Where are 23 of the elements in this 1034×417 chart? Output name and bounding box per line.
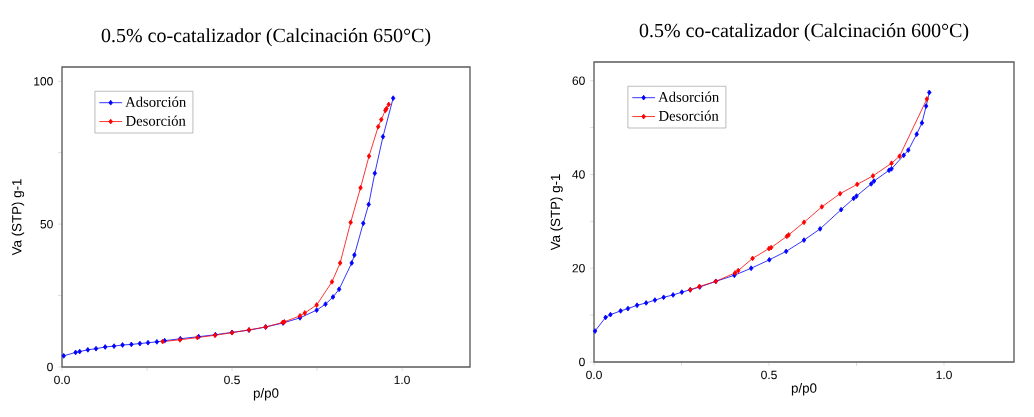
- legend-label: Adsorción: [125, 96, 187, 107]
- y-tick-label: 0: [579, 357, 585, 367]
- y-tick-label: 0: [47, 362, 53, 372]
- legend-label: Desorción: [125, 115, 186, 126]
- chart-title: 0.5% co-catalizador (Calcinación 600°C): [639, 23, 969, 42]
- x-tick-label: 0.0: [586, 370, 602, 380]
- legend-label: Adsorción: [658, 91, 719, 102]
- x-tick-label: 1.0: [394, 375, 410, 385]
- chart-title: 0.5% co-catalizador (Calcinación 650°C): [101, 28, 431, 47]
- x-axis-title: p/p0: [253, 388, 279, 401]
- y-tick-label: 50: [40, 219, 53, 229]
- x-tick-label: 1.0: [936, 370, 952, 380]
- x-tick-label: 0.5: [761, 370, 777, 380]
- y-tick-label: 60: [572, 76, 585, 85]
- legend-label: Desorción: [658, 110, 719, 121]
- x-axis-title: p/p0: [791, 383, 817, 396]
- y-axis-title: Va (STP) g-1: [11, 179, 25, 256]
- y-tick-label: 100: [34, 77, 53, 86]
- y-tick-label: 20: [572, 263, 585, 273]
- x-tick-label: 0.0: [54, 375, 70, 385]
- x-tick-label: 0.5: [224, 375, 240, 385]
- y-axis-title: Va (STP) g-1: [550, 174, 563, 251]
- y-tick-label: 40: [572, 170, 585, 179]
